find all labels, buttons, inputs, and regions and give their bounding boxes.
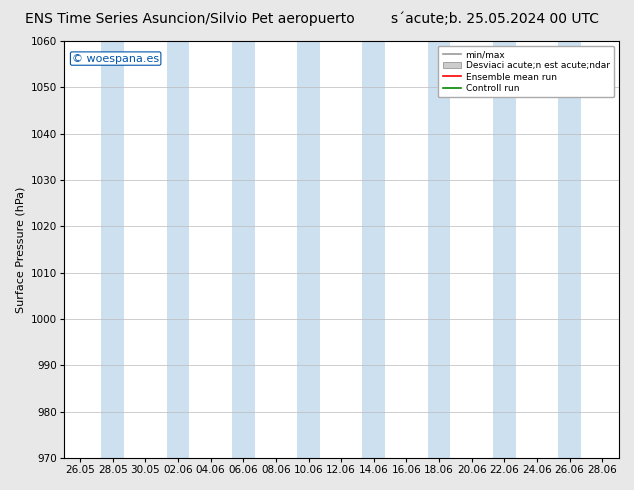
Text: © woespana.es: © woespana.es (72, 53, 159, 64)
Bar (101, 41, 124, 458)
Bar (167, 41, 190, 458)
Bar (428, 41, 451, 458)
Bar (232, 41, 255, 458)
Bar (297, 41, 320, 458)
Bar (363, 41, 385, 458)
Bar (558, 41, 581, 458)
Legend: min/max, Desviaci acute;n est acute;ndar, Ensemble mean run, Controll run: min/max, Desviaci acute;n est acute;ndar… (439, 46, 614, 98)
Text: s´acute;b. 25.05.2024 00 UTC: s´acute;b. 25.05.2024 00 UTC (391, 12, 598, 26)
Bar (493, 41, 516, 458)
Y-axis label: Surface Pressure (hPa): Surface Pressure (hPa) (15, 186, 25, 313)
Text: ENS Time Series Asuncion/Silvio Pet aeropuerto: ENS Time Series Asuncion/Silvio Pet aero… (25, 12, 355, 26)
